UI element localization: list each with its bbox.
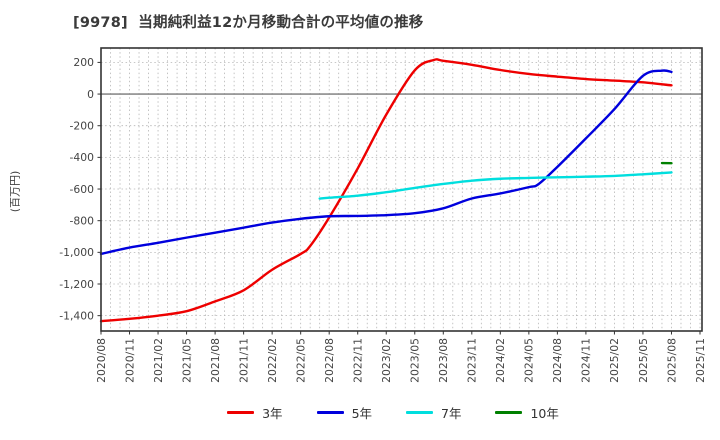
x-tick-label: 2022/05 — [294, 338, 307, 383]
y-tick-label: -1,200 — [59, 278, 94, 291]
y-tick-label: -600 — [69, 183, 94, 196]
chart-title: [9978] 当期純利益12か月移動合計の平均値の推移 — [73, 15, 424, 31]
x-tick-label: 2022/02 — [266, 338, 279, 383]
legend-label: 10年 — [530, 406, 559, 421]
legend-item-10年: 10年 — [495, 403, 559, 422]
x-tick-label: 2022/08 — [323, 338, 336, 383]
y-tick-label: -400 — [69, 151, 94, 164]
series-line-3年 — [99, 58, 673, 323]
legend-label: 5年 — [351, 406, 373, 421]
series-line-5年 — [99, 69, 673, 256]
x-tick-label: 2023/11 — [466, 338, 479, 383]
legend-swatch — [227, 411, 255, 414]
x-tick-label: 2025/05 — [637, 338, 650, 383]
y-tick-label: 200 — [73, 56, 94, 69]
y-tick-label: -800 — [69, 214, 94, 227]
legend-swatch — [495, 411, 523, 414]
x-tick-label: 2023/08 — [437, 338, 450, 383]
plot-border — [100, 47, 703, 332]
y-tick-label: -1,400 — [59, 309, 94, 322]
x-tick-label: 2021/02 — [152, 338, 165, 383]
x-tick-label: 2020/11 — [123, 338, 136, 383]
x-tick-label: 2025/08 — [665, 338, 678, 383]
x-tick-label: 2021/08 — [209, 338, 222, 383]
legend-swatch — [406, 411, 434, 414]
legend-item-5年: 5年 — [316, 403, 373, 422]
x-tick-label: 2023/05 — [409, 338, 422, 383]
legend-swatch — [316, 411, 344, 414]
x-tick-label: 2024/11 — [580, 338, 593, 383]
x-tick-label: 2024/02 — [494, 338, 507, 383]
legend-label: 7年 — [441, 406, 462, 421]
legend-item-7年: 7年 — [406, 403, 461, 422]
legend-label: 3年 — [262, 406, 283, 421]
x-tick-label: 2021/11 — [237, 338, 250, 383]
x-tick-label: 2024/05 — [523, 338, 536, 383]
y-tick-label: -200 — [69, 120, 94, 133]
x-tick-label: 2024/08 — [551, 338, 564, 383]
y-tick-label: -1,000 — [59, 246, 94, 259]
x-tick-label: 2023/02 — [380, 338, 393, 383]
legend-item-3年: 3年 — [227, 403, 283, 422]
x-tick-label: 2020/08 — [95, 338, 108, 383]
legend: 3年 5年 7年 10年 — [0, 403, 720, 422]
x-tick-label: 2021/05 — [180, 338, 193, 383]
series-line-7年 — [318, 171, 673, 200]
y-tick-label: 0 — [87, 88, 94, 101]
x-tick-label: 2022/11 — [352, 338, 365, 383]
x-tick-label: 2025/11 — [694, 338, 707, 383]
x-tick-label: 2025/02 — [608, 338, 621, 383]
